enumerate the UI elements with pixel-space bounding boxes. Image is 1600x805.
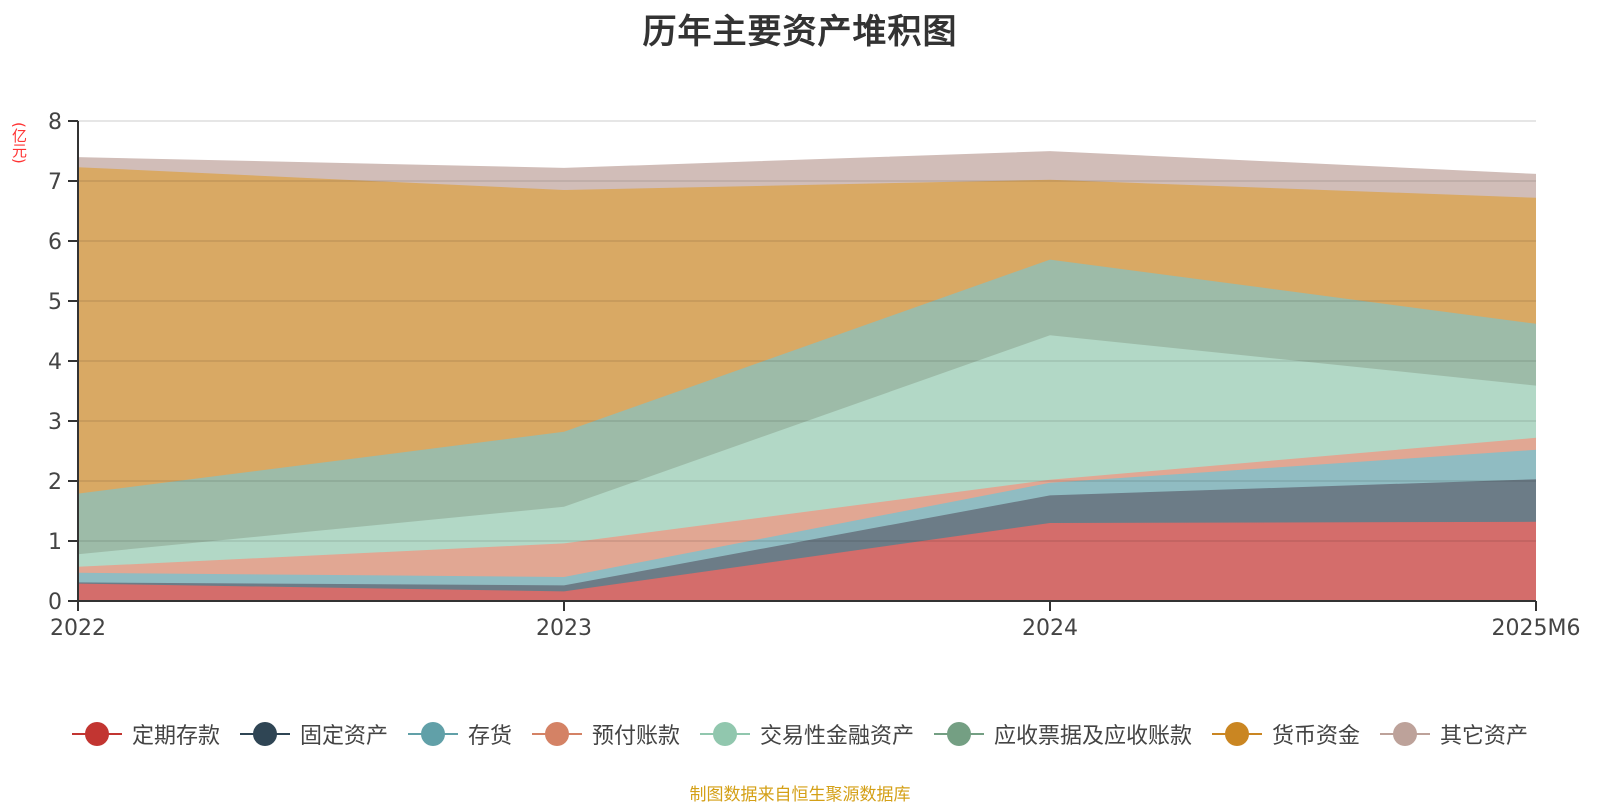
legend-label: 其它资产 [1440, 724, 1529, 749]
y-tick-label: 1 [48, 530, 62, 555]
x-tick-label: 2025M6 [1492, 616, 1581, 641]
legend-label: 定期存款 [131, 724, 220, 749]
x-tick-label: 2022 [50, 616, 106, 641]
legend-marker-icon [1380, 721, 1431, 747]
area-line-6 [77, 259, 1537, 495]
legend-marker-icon [407, 721, 458, 747]
y-axis-unit-label: (亿元) [10, 122, 28, 164]
x-axis-ticks: 2022 2023 2024 2025M6 [50, 601, 1580, 641]
legend-item-5[interactable]: 交易性金融资产 [700, 718, 914, 750]
legend-marker-icon [700, 721, 750, 747]
area-series-1[interactable] [78, 521, 1536, 601]
legend-item-7[interactable]: 货币资金 [1212, 718, 1360, 750]
legend-item-6[interactable]: 应收票据及应收账款 [934, 718, 1192, 750]
legend-item-4[interactable]: 预付账款 [531, 718, 680, 750]
area-series-6[interactable] [78, 259, 1536, 555]
legend-label: 货币资金 [1272, 724, 1361, 749]
data-source-note: 制图数据来自恒生聚源数据库 [689, 785, 911, 805]
legend-label: 存货 [467, 724, 512, 749]
area-series-4[interactable] [78, 437, 1536, 577]
y-tick-label: 0 [48, 590, 62, 615]
area-series [77, 151, 1537, 601]
legend-label: 固定资产 [299, 724, 388, 749]
legend-marker-icon [934, 721, 985, 747]
area-series-3[interactable] [78, 449, 1536, 586]
area-series-5[interactable] [78, 335, 1536, 567]
y-axis-ticks: 0 1 2 3 4 5 6 7 8 [48, 110, 78, 615]
y-tick-label: 4 [48, 350, 62, 375]
legend: 定期存款 固定资产 存货 预付账款 交易性金融资产 应收票据及应收账款 货币资金 其它资产 [0, 718, 1600, 750]
legend-item-1[interactable]: 定期存款 [71, 718, 220, 750]
stacked-area-chart: 0 1 2 3 4 5 6 7 8 2022 2023 2024 2025M6 [48, 110, 1580, 641]
y-tick-label: 5 [48, 290, 62, 315]
chart-title: 历年主要资产堆积图 [642, 12, 958, 52]
area-series-7[interactable] [78, 167, 1536, 494]
y-tick-label: 3 [48, 410, 62, 435]
legend-label: 应收票据及应收账款 [994, 724, 1193, 749]
x-tick-label: 2024 [1022, 616, 1078, 641]
legend-marker-icon [1212, 721, 1263, 747]
y-tick-label: 6 [48, 230, 62, 255]
y-tick-label: 2 [48, 470, 62, 495]
y-tick-label: 7 [48, 170, 62, 195]
legend-item-3[interactable]: 存货 [407, 718, 512, 750]
legend-label: 交易性金融资产 [760, 724, 915, 749]
area-series-2[interactable] [78, 479, 1536, 592]
legend-marker-icon [531, 721, 582, 747]
legend-marker-icon [71, 721, 122, 747]
area-series-8[interactable] [78, 151, 1536, 198]
legend-label: 预付账款 [591, 724, 680, 749]
x-tick-label: 2023 [536, 616, 592, 641]
area-line-8 [77, 151, 1537, 175]
legend-item-2[interactable]: 固定资产 [239, 718, 388, 750]
y-tick-label: 8 [48, 110, 62, 135]
legend-marker-icon [239, 721, 290, 747]
legend-item-8[interactable]: 其它资产 [1380, 718, 1528, 750]
